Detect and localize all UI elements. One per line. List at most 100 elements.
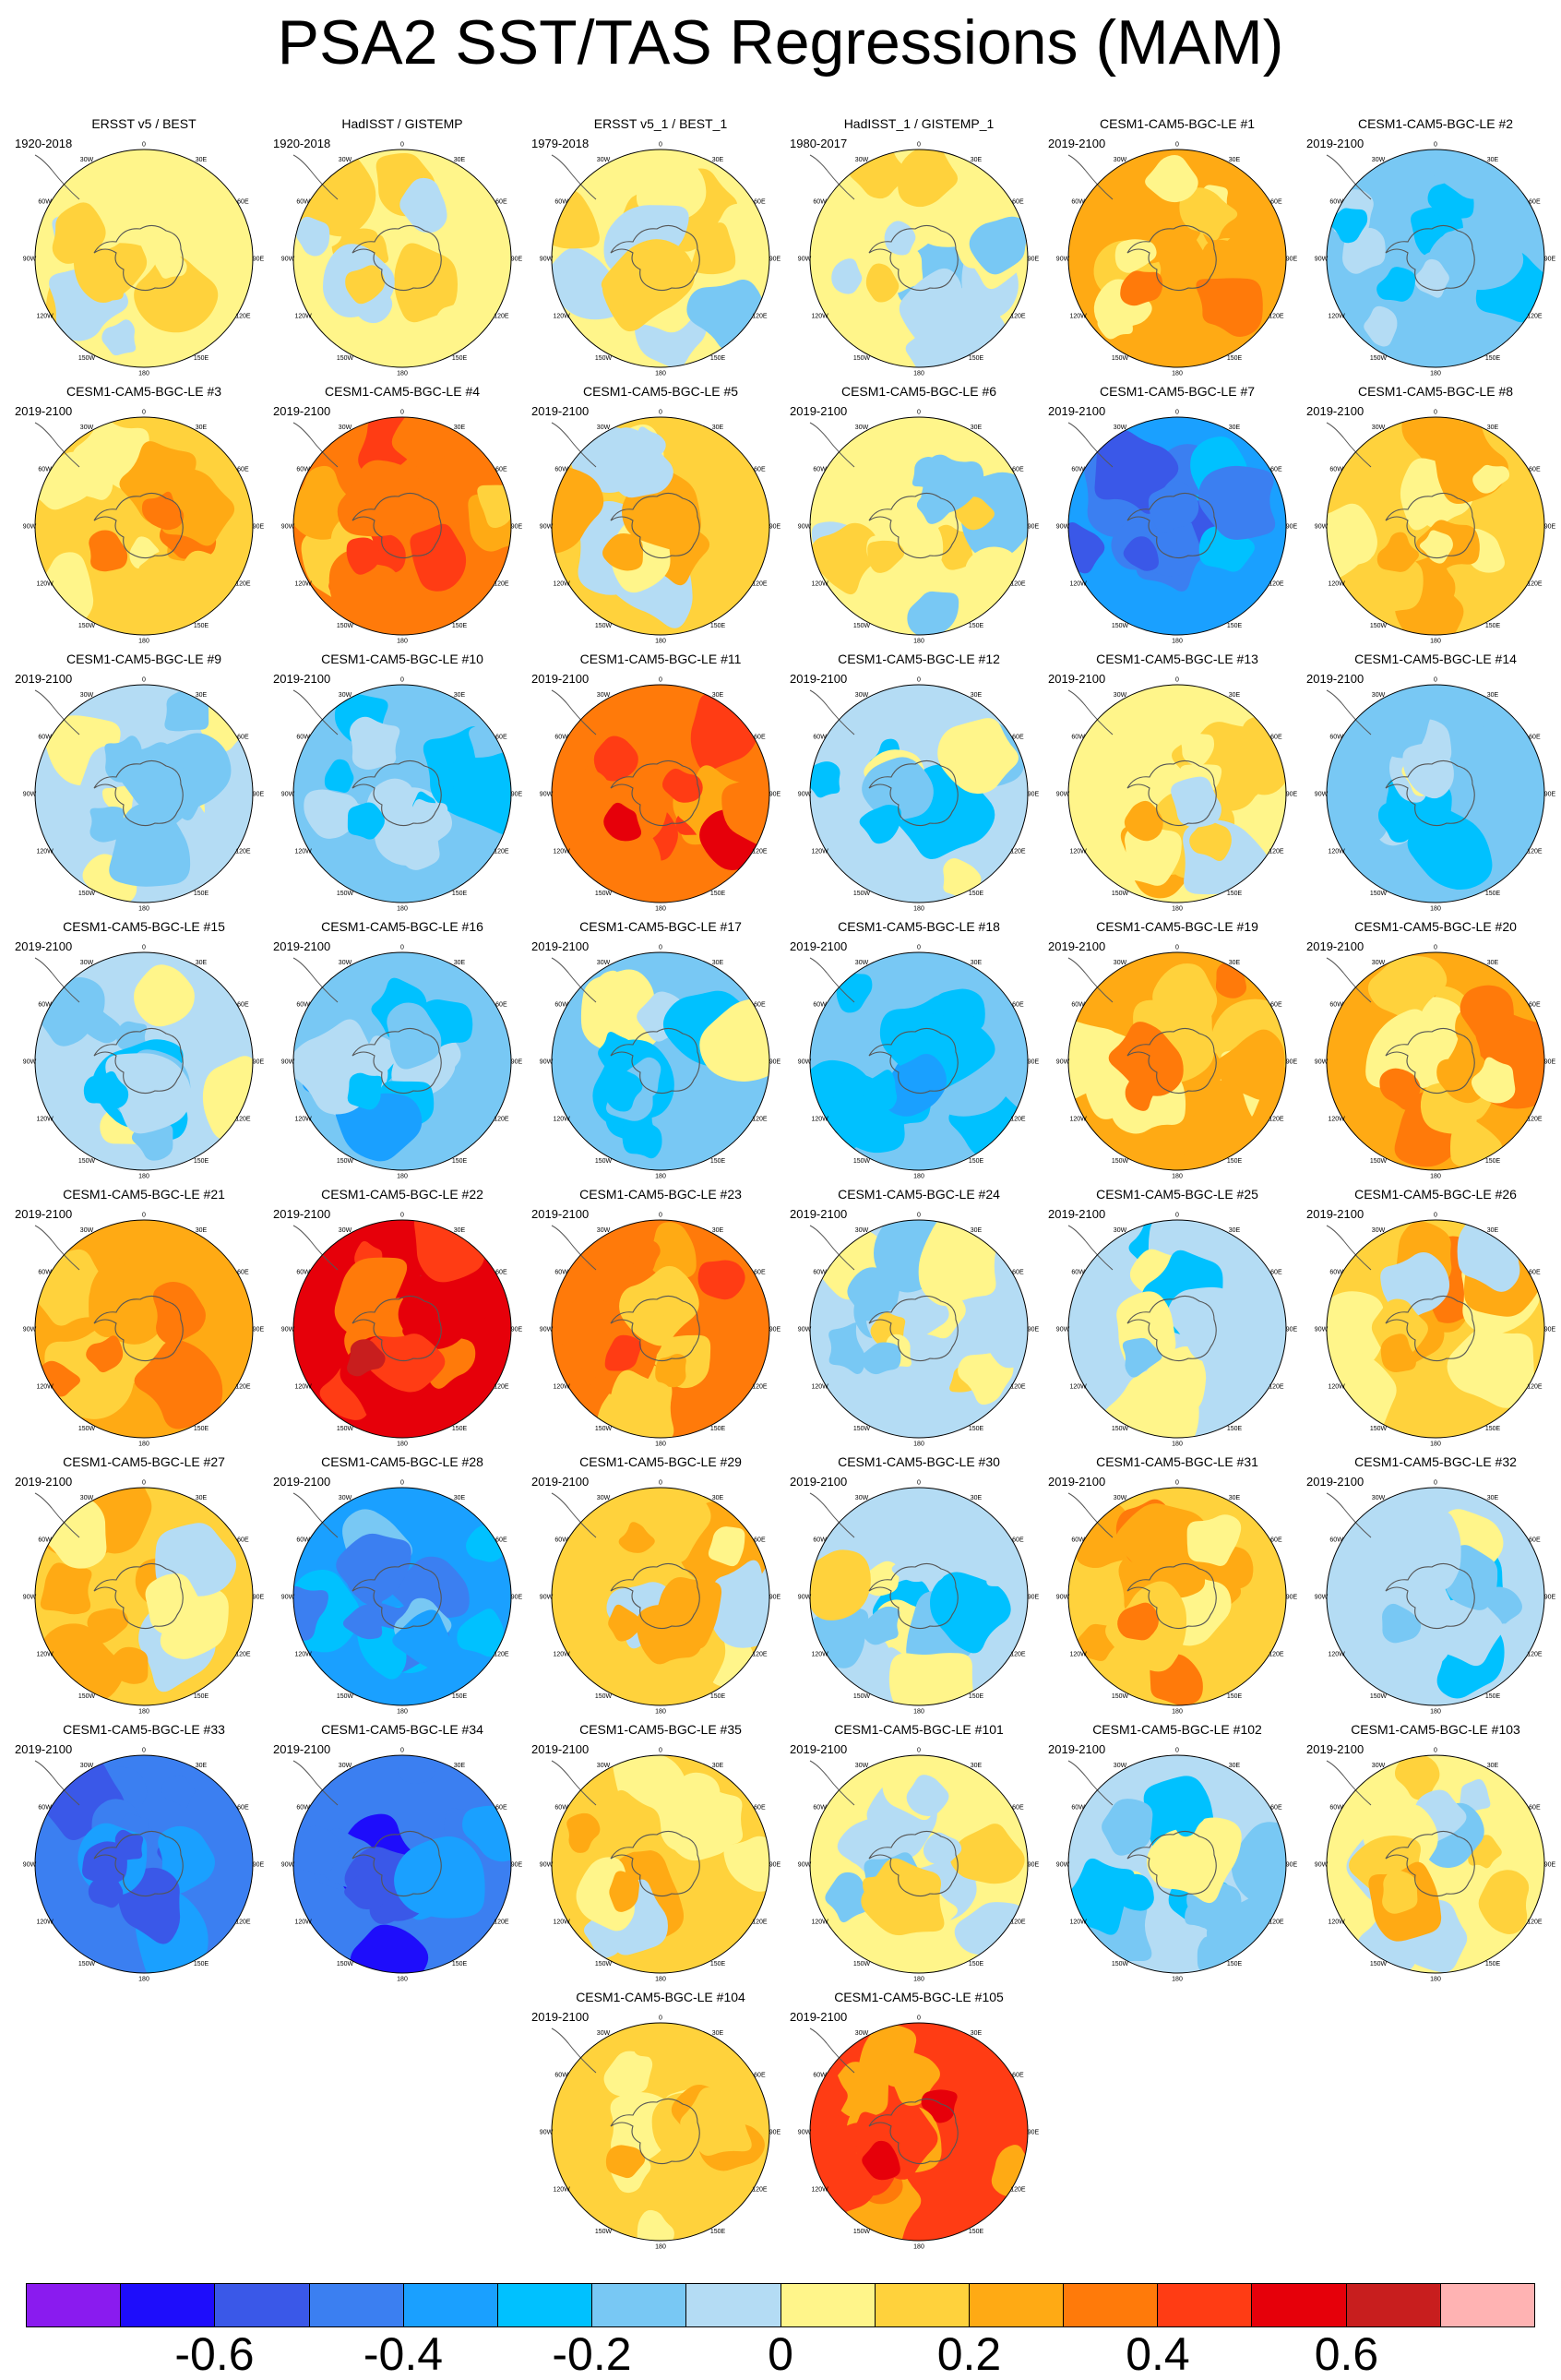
longitude-label: 60E [754,2073,766,2079]
map-anomaly-patch [1185,1898,1218,1929]
map-anomaly-patch [949,1824,1025,1884]
map-anomaly-core [862,1871,902,1910]
longitude-label: 150E [1227,891,1243,897]
longitude-label: 60W [1329,199,1343,206]
longitude-label: 90E [1544,257,1556,263]
south-america-coastline [809,154,855,200]
longitude-label: 60E [495,1537,507,1544]
longitude-label: 150W [1112,355,1129,362]
panel-title: CESM1-CAM5-BGC-LE #101 [834,1722,1004,1737]
antarctica-coastline [868,224,959,292]
map-anomaly-patch [1121,822,1182,886]
map-anomaly-patch [1148,481,1199,533]
longitude-label: 90E [1286,1862,1298,1869]
map-boundary [1067,149,1287,368]
longitude-label: 150W [337,1426,354,1432]
map-anomaly-patch [1367,955,1448,1021]
longitude-label: 150E [194,891,209,897]
map-anomaly-patch [985,1315,1028,1369]
longitude-label: 30E [454,425,466,431]
map-anomaly-patch [552,466,604,554]
antarctica-coastline [352,1830,442,1897]
panel-period: 2019-2100 [1306,1475,1364,1489]
longitude-label: 60E [754,735,766,741]
map-anomaly-patch [1068,522,1105,574]
longitude-label: 180 [655,1441,666,1448]
longitude-label: 90W [798,524,812,531]
map-panel: CESM1-CAM5-BGC-LE #26 2019-2100 0 30E 60E 90E… [1306,1187,1561,1450]
south-america-coastline [1067,1760,1114,1806]
longitude-label: 60W [1329,1270,1343,1276]
longitude-label: 0 [659,677,662,684]
map-panel: CESM1-CAM5-BGC-LE #11 2019-2100 0 30E 60E 90E… [531,652,790,915]
longitude-label: 180 [655,639,666,645]
longitude-label: 150W [1370,1158,1388,1165]
longitude-label: 120E [1269,581,1284,588]
longitude-label: 120E [752,314,768,320]
south-america-coastline [809,2027,855,2074]
panel-period: 2019-2100 [1048,137,1106,150]
map-anomaly-core [346,537,380,575]
map-anomaly-patch [708,1526,745,1567]
longitude-label: 120E [1010,1652,1026,1658]
longitude-label: 0 [1434,945,1437,951]
longitude-label: 90W [798,1327,812,1334]
map-anomaly-patch [905,320,958,367]
map-boundary [1326,951,1545,1171]
map-anomaly-core [1125,1072,1161,1111]
longitude-label: 30E [196,1495,208,1501]
longitude-label: 60W [1071,735,1085,741]
longitude-label: 120E [235,849,251,855]
panel-title: CESM1-CAM5-BGC-LE #27 [63,1454,225,1469]
longitude-label: 30W [1372,960,1386,966]
south-america-coastline [292,154,339,200]
longitude-label: 30E [1487,960,1499,966]
panel-period: 1920-2018 [273,137,331,150]
longitude-label: 150E [1227,1693,1243,1700]
antarctica-coastline [93,1830,184,1897]
polar-stereographic-map: 0 30E 60E 90E 120E 150E 180 150W 120W 90W 60W 30W [23,1480,265,1716]
map-panel: CESM1-CAM5-BGC-LE #25 2019-2100 0 30E 60E 90E… [1048,1187,1306,1450]
map-anomaly-patch [203,215,253,271]
map-anomaly-patch [101,319,137,356]
longitude-label: 30E [971,2030,983,2037]
map-anomaly-patch [691,222,736,275]
south-america-coastline [809,1225,855,1271]
polar-stereographic-map: 0 30E 60E 90E 120E 150E 180 150W 120W 90W 60W 30W [1056,410,1298,645]
longitude-label: 180 [1430,1441,1441,1448]
map-boundary [809,2022,1029,2242]
longitude-label: 30E [712,1495,724,1501]
longitude-label: 30E [712,2030,724,2037]
longitude-label: 150E [969,623,984,629]
panel-title: CESM1-CAM5-BGC-LE #7 [1099,384,1256,399]
longitude-label: 120W [36,1384,54,1391]
longitude-label: 90E [769,2130,781,2136]
panel-period: 2019-2100 [1048,404,1106,418]
longitude-label: 120E [1269,1652,1284,1658]
polar-stereographic-map: 0 30E 60E 90E 120E 150E 180 150W 120W 90W 60W 30W [281,677,523,913]
south-america-coastline [1067,1225,1114,1271]
longitude-label: 120W [811,849,828,855]
panel-title: CESM1-CAM5-BGC-LE #5 [582,384,739,399]
longitude-label: 90W [540,1862,554,1869]
longitude-label: 0 [400,142,404,149]
longitude-label: 30W [339,1227,352,1234]
map-boundary [34,149,254,368]
longitude-label: 120W [1328,1117,1345,1123]
panel-title: CESM1-CAM5-BGC-LE #6 [840,384,997,399]
map-anomaly-core [862,2140,900,2181]
longitude-label: 60W [38,467,52,473]
panel-title: CESM1-CAM5-BGC-LE #13 [1096,652,1258,666]
longitude-label: 120W [1328,1652,1345,1658]
map-panel: CESM1-CAM5-BGC-LE #27 2019-2100 0 30E 60E 90E… [15,1454,273,1717]
polar-stereographic-map: 0 30E 60E 90E 120E 150E 180 150W 120W 90W 60W 30W [281,1480,523,1716]
panel-title: ERSST v5 / BEST [91,116,197,131]
longitude-label: 60W [1071,199,1085,206]
longitude-label: 0 [142,142,146,149]
map-boundary [292,1487,512,1706]
longitude-label: 90W [281,792,295,798]
longitude-label: 120E [1527,1920,1543,1926]
longitude-label: 90W [281,257,295,263]
longitude-label: 30E [1229,157,1241,163]
longitude-label: 60E [1012,1537,1024,1544]
